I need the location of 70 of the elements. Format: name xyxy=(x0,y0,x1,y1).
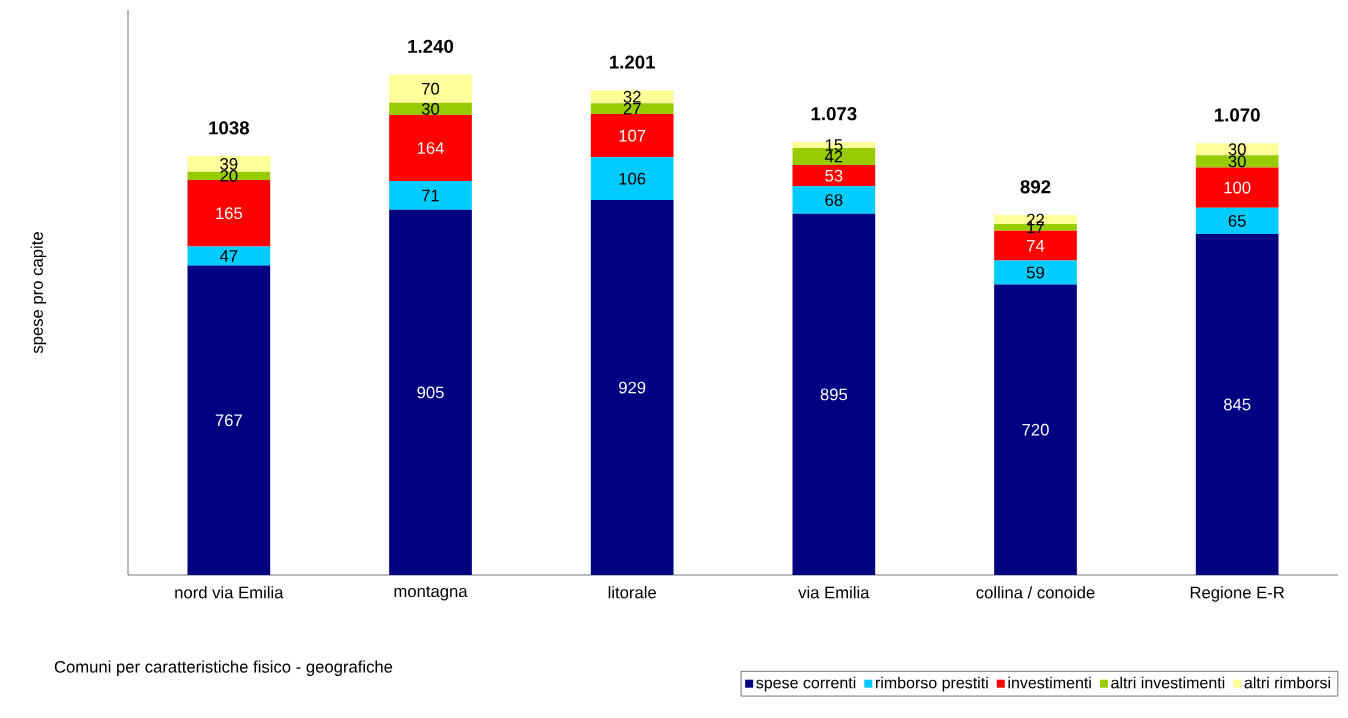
legend-label: altri investimenti xyxy=(1111,676,1225,689)
bar xyxy=(1195,143,1279,156)
bar xyxy=(590,157,674,201)
legend-label: rimborso prestiti xyxy=(876,676,988,692)
bar xyxy=(994,284,1077,575)
data-label: 100 xyxy=(1224,181,1251,194)
x-tick-label: litorale xyxy=(608,586,656,599)
data-label: 929 xyxy=(619,381,646,394)
bar xyxy=(994,260,1077,285)
total-label: 1.201 xyxy=(609,55,656,69)
bar xyxy=(590,90,674,104)
data-label: 53 xyxy=(825,169,843,182)
data-label: 30 xyxy=(1228,143,1246,156)
bar xyxy=(1195,233,1279,575)
data-label: 106 xyxy=(619,172,646,185)
total-label: 1.070 xyxy=(1215,108,1260,122)
data-label: 71 xyxy=(422,189,439,202)
x-tick-label: nord via Emilia xyxy=(175,586,284,599)
data-label: 27 xyxy=(623,102,641,115)
data-label: 20 xyxy=(220,169,238,182)
x-tick-label: collina / conoide xyxy=(976,586,1095,599)
data-label: 59 xyxy=(1026,266,1044,279)
x-tick-label: via Emilia xyxy=(798,586,870,599)
bar xyxy=(792,213,876,575)
bar xyxy=(792,186,876,214)
data-label: 165 xyxy=(216,207,243,220)
bar xyxy=(590,114,674,158)
legend-label: altri rimborsi xyxy=(1244,676,1330,689)
data-label: 42 xyxy=(824,150,843,163)
bar xyxy=(590,200,674,575)
bar xyxy=(187,171,271,180)
bar xyxy=(389,74,472,103)
x-tick-label: montagna xyxy=(394,586,468,601)
data-label: 767 xyxy=(215,414,242,427)
total-label: 1.073 xyxy=(811,107,857,121)
data-label: 65 xyxy=(1228,214,1246,227)
x-tick-label: Regione E-R xyxy=(1190,586,1285,602)
bar xyxy=(187,246,271,266)
bar xyxy=(389,114,472,182)
data-label: 107 xyxy=(619,129,646,142)
data-label: 30 xyxy=(421,102,440,115)
legend-label: spese correnti xyxy=(756,676,856,692)
bar xyxy=(1195,207,1279,234)
data-label: 68 xyxy=(825,194,843,206)
data-label: 845 xyxy=(1224,398,1251,411)
data-label: 720 xyxy=(1022,423,1049,436)
bar xyxy=(1195,167,1279,208)
total-label: 892 xyxy=(1020,180,1051,194)
legend-label: investimenti xyxy=(1008,676,1091,689)
bar xyxy=(1195,155,1279,168)
data-label: 74 xyxy=(1027,239,1045,252)
bar xyxy=(187,265,271,575)
bar xyxy=(792,164,876,187)
y-axis-title: spese pro capite xyxy=(30,232,47,354)
data-label: 39 xyxy=(220,158,238,170)
data-label: 32 xyxy=(623,90,641,103)
data-label: 47 xyxy=(219,250,238,262)
total-label: 1038 xyxy=(209,121,250,135)
data-label: 164 xyxy=(417,142,444,154)
data-label: 905 xyxy=(417,386,444,399)
bar xyxy=(389,209,472,575)
data-label: 895 xyxy=(820,388,848,401)
bar xyxy=(389,181,472,210)
bar xyxy=(389,102,472,115)
bar xyxy=(590,103,674,115)
x-axis-title: Comuni per caratteristiche fisico - geografiche xyxy=(54,660,393,676)
bar xyxy=(187,156,271,172)
total-label: 1.240 xyxy=(408,39,454,53)
data-label: 70 xyxy=(422,82,440,95)
data-label: 30 xyxy=(1228,155,1246,168)
